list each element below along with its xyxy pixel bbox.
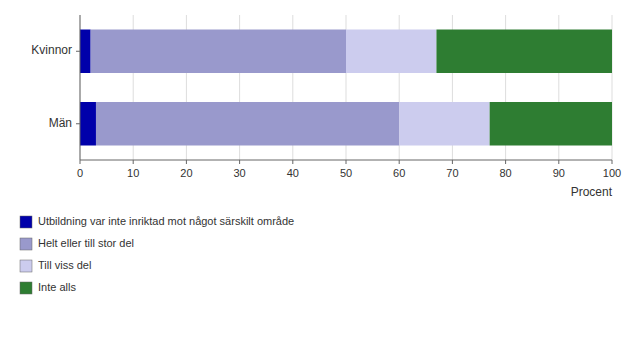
legend: Utbildning var inte inriktad mot något s… (20, 215, 294, 294)
grid (80, 15, 612, 160)
x-tick (399, 160, 400, 164)
bar (490, 102, 612, 146)
y-axis: Män Kvinnor (31, 43, 80, 130)
y-tick (76, 123, 80, 124)
x-tick (346, 160, 347, 164)
bar (436, 30, 612, 74)
legend-swatch (20, 216, 32, 228)
bar (91, 30, 346, 74)
legend-label: Utbildning var inte inriktad mot något s… (38, 215, 294, 227)
grid-line (80, 15, 81, 160)
x-tick-label: 40 (287, 167, 299, 179)
x-axis: 0 10 20 30 40 50 60 70 80 90 100 (77, 160, 621, 179)
y-tick-label: Män (49, 116, 72, 130)
legend-label: Inte alls (38, 281, 76, 293)
x-tick (186, 160, 187, 164)
y-tick-label: Kvinnor (31, 43, 72, 57)
x-tick-label: 80 (499, 167, 511, 179)
y-tick (76, 51, 80, 52)
x-tick-label: 20 (180, 167, 192, 179)
legend-swatch (20, 260, 32, 272)
x-tick-label: 90 (553, 167, 565, 179)
x-axis-label: Procent (571, 185, 613, 199)
chart-svg: 0 10 20 30 40 50 60 70 80 90 100 Procent Män Kvinnor U… (0, 0, 632, 354)
x-tick (239, 160, 240, 164)
bars (80, 30, 612, 146)
bar (80, 102, 96, 146)
x-tick-label: 100 (603, 167, 621, 179)
x-tick-label: 50 (340, 167, 352, 179)
legend-label: Till viss del (38, 259, 91, 271)
x-tick-label: 10 (127, 167, 139, 179)
x-tick (292, 160, 293, 164)
legend-swatch (20, 238, 32, 250)
x-tick (612, 160, 613, 164)
x-tick-label: 70 (446, 167, 458, 179)
x-tick (452, 160, 453, 164)
x-tick (133, 160, 134, 164)
x-tick-label: 0 (77, 167, 83, 179)
bar (399, 102, 489, 146)
x-tick (505, 160, 506, 164)
x-tick (80, 160, 81, 164)
bar (80, 30, 91, 74)
x-tick-label: 30 (233, 167, 245, 179)
chart-container: 0 10 20 30 40 50 60 70 80 90 100 Procent Män Kvinnor U… (0, 0, 632, 354)
bar (346, 30, 436, 74)
legend-swatch (20, 282, 32, 294)
x-tick-label: 60 (393, 167, 405, 179)
y-axis-line (80, 15, 81, 160)
legend-label: Helt eller till stor del (38, 237, 134, 249)
bar (96, 102, 399, 146)
x-tick (558, 160, 559, 164)
